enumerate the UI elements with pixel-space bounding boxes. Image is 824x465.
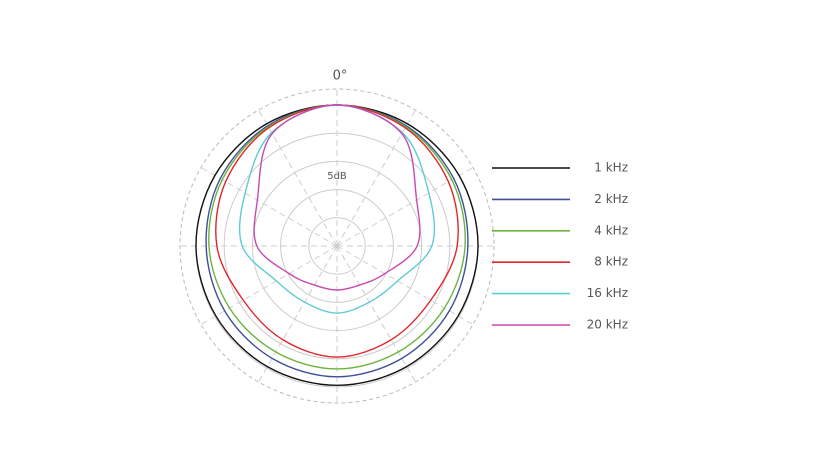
legend-label: 2 kHz	[594, 192, 628, 206]
series-line	[208, 104, 466, 370]
spoke	[258, 109, 338, 247]
spoke	[336, 167, 474, 247]
legend-label: 8 kHz	[594, 255, 628, 269]
outer-ring	[179, 88, 495, 404]
legend-label: 4 kHz	[594, 223, 628, 237]
series-line	[205, 104, 469, 378]
series-line	[195, 104, 479, 387]
spoke	[200, 245, 338, 325]
spoke	[336, 245, 474, 325]
grid-ring	[280, 189, 394, 303]
series-line	[215, 104, 459, 358]
spoke	[336, 245, 416, 383]
series-line	[238, 104, 436, 314]
spoke	[336, 109, 416, 247]
legend-label: 16 kHz	[587, 286, 628, 300]
radial-label: 5dB	[327, 171, 347, 182]
series-line	[253, 104, 421, 291]
angle-label: 0°	[333, 69, 348, 84]
legend-label: 20 kHz	[587, 318, 628, 332]
grid-ring	[308, 217, 366, 275]
spoke	[258, 245, 338, 383]
legend-label: 1 kHz	[594, 161, 628, 175]
spoke	[200, 167, 338, 247]
